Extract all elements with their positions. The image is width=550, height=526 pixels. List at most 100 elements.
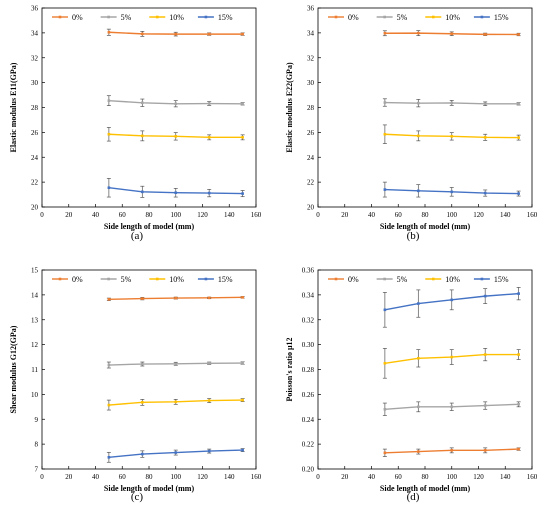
data-point	[417, 357, 420, 360]
data-point	[517, 292, 520, 295]
data-point	[383, 101, 387, 104]
x-tick-label: 60	[395, 211, 403, 219]
data-point	[517, 102, 520, 106]
x-tick-label: 160	[527, 473, 538, 481]
x-axis-label: Side length of model (mm)	[380, 222, 471, 231]
legend-item: 5%	[100, 275, 132, 284]
data-point	[107, 30, 111, 34]
y-tick-label: 26	[31, 129, 39, 137]
y-tick-label: 10	[31, 391, 39, 399]
y-tick-label: 32	[31, 54, 39, 62]
data-point	[107, 298, 111, 301]
data-point	[241, 448, 244, 452]
data-point	[174, 362, 178, 366]
legend-marker	[204, 15, 208, 19]
data-point	[207, 32, 211, 36]
y-tick-label: 0.36	[302, 267, 315, 275]
y-tick-label: 15	[31, 267, 39, 275]
data-point	[141, 32, 144, 36]
data-point	[141, 362, 144, 366]
series-15pct	[382, 181, 521, 198]
x-tick-label: 80	[422, 473, 430, 481]
data-point	[517, 403, 520, 406]
legend-label: 5%	[121, 13, 132, 22]
y-tick-label: 0.34	[302, 291, 315, 299]
x-tick-label: 0	[316, 211, 320, 219]
legend-label: 10%	[169, 275, 184, 284]
y-axis-label: Shear modulus G12(GPa)	[9, 325, 18, 413]
x-tick-label: 80	[422, 211, 430, 219]
legend-marker	[107, 277, 110, 281]
x-tick-label: 20	[65, 211, 73, 219]
legend-label: 15%	[218, 275, 233, 284]
legend-marker	[155, 15, 159, 19]
data-point	[450, 355, 454, 359]
data-point	[417, 134, 420, 138]
legend-marker	[204, 277, 208, 281]
legend-item: 5%	[376, 275, 408, 284]
data-point	[417, 31, 420, 35]
data-point	[450, 190, 454, 194]
y-tick-label: 11	[31, 366, 38, 374]
y-axis-label: Elastic modulus E11(GPa)	[9, 62, 18, 152]
data-point	[483, 33, 487, 36]
data-point	[107, 363, 111, 367]
y-tick-label: 34	[31, 29, 39, 37]
panel-caption: (c)	[131, 491, 144, 503]
legend-marker	[383, 277, 386, 281]
data-point	[141, 452, 144, 456]
series-10pct	[106, 398, 245, 411]
plot-frame	[317, 269, 533, 470]
data-point	[174, 32, 178, 36]
data-point	[174, 135, 178, 138]
x-tick-label: 20	[341, 211, 349, 219]
data-point	[450, 298, 454, 302]
x-axis-label: Side length of model (mm)	[380, 484, 471, 493]
data-point	[483, 136, 487, 139]
data-point	[141, 190, 144, 194]
x-tick-label: 160	[251, 211, 262, 219]
series-5pct	[382, 401, 521, 416]
legend-marker	[107, 15, 110, 19]
data-point	[207, 361, 211, 365]
data-point	[417, 302, 420, 305]
y-tick-label: 28	[31, 104, 39, 112]
y-tick-label: 22	[307, 179, 315, 187]
y-tick-label: 0.26	[302, 391, 315, 399]
data-point	[141, 297, 144, 300]
legend-marker	[58, 277, 62, 281]
data-point	[241, 398, 244, 402]
legend-label: 0%	[72, 275, 83, 284]
y-tick-label: 8	[35, 441, 39, 449]
x-tick-label: 120	[197, 211, 208, 219]
data-point	[483, 191, 487, 195]
series-5pct	[106, 95, 245, 108]
data-point	[241, 192, 244, 195]
legend-label: 0%	[348, 275, 359, 284]
x-tick-label: 60	[395, 473, 403, 481]
y-tick-label: 0.22	[302, 441, 315, 449]
data-point	[383, 451, 387, 455]
legend-item: 15%	[197, 13, 233, 22]
series-0pct	[382, 30, 521, 37]
x-tick-label: 140	[224, 473, 235, 481]
plot-frame	[317, 7, 533, 208]
legend-label: 5%	[397, 13, 408, 22]
data-point	[483, 353, 487, 356]
series-0pct	[382, 447, 521, 457]
data-point	[241, 32, 244, 36]
y-tick-label: 20	[31, 204, 39, 212]
legend-label: 0%	[348, 13, 359, 22]
legend-label: 10%	[169, 13, 184, 22]
legend-item: 0%	[328, 275, 359, 284]
x-tick-label: 160	[251, 473, 262, 481]
x-tick-label: 0	[40, 211, 44, 219]
series-15pct	[106, 448, 245, 463]
data-point	[383, 31, 387, 35]
legend-item: 10%	[425, 275, 460, 284]
series-5pct	[106, 361, 245, 369]
data-point	[207, 449, 211, 453]
legend-marker	[383, 15, 386, 19]
